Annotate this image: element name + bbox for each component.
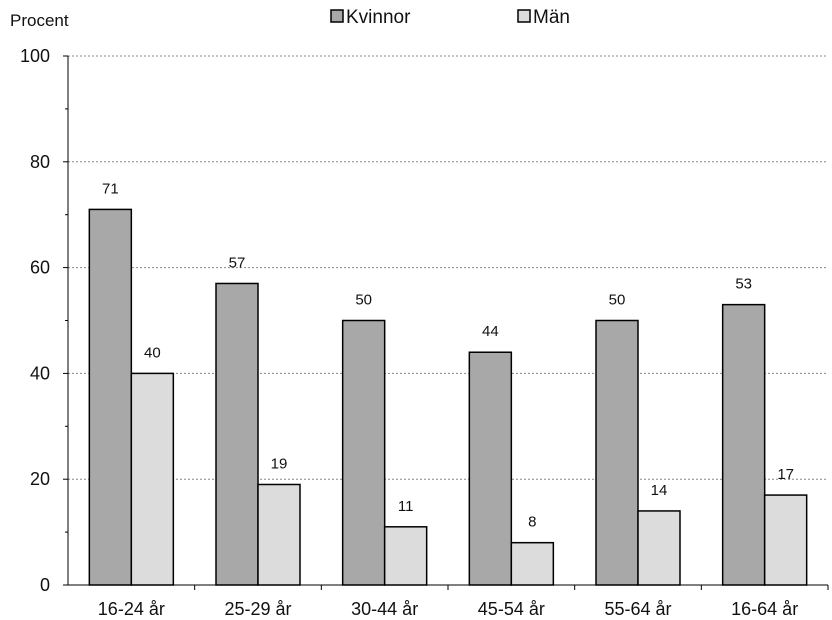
data-label-kvinnor-30-44-ar: 50 bbox=[355, 292, 372, 309]
legend: Kvinnor Män bbox=[330, 7, 570, 28]
data-label-kvinnor-16-24-ar: 71 bbox=[102, 180, 119, 197]
x-tick-label-45-54-ar: 45-54 år bbox=[478, 599, 545, 619]
data-label-man-45-54-ar: 8 bbox=[528, 514, 536, 531]
legend-label-man: Män bbox=[533, 7, 570, 28]
y-axis-label: Procent bbox=[10, 11, 69, 30]
y-tick-label-0: 0 bbox=[40, 575, 50, 595]
bar-kvinnor-45-54-ar bbox=[468, 351, 513, 586]
data-label-man-30-44-ar: 11 bbox=[398, 498, 414, 515]
gridlines bbox=[68, 55, 828, 480]
bar-man-16-24-ar bbox=[130, 372, 175, 586]
data-label-man-16-64-ar: 17 bbox=[777, 466, 794, 483]
data-label-man-55-64-ar: 14 bbox=[651, 482, 668, 499]
data-label-man-25-29-ar: 19 bbox=[271, 455, 288, 472]
bars bbox=[88, 208, 808, 586]
data-label-kvinnor-25-29-ar: 57 bbox=[229, 254, 246, 271]
x-tick-label-30-44-ar: 30-44 år bbox=[351, 599, 418, 619]
data-label-kvinnor-16-64-ar: 53 bbox=[735, 276, 752, 293]
y-axis-ticks: 0 20 40 60 80 100 bbox=[20, 46, 68, 595]
y-tick-label-60: 60 bbox=[30, 258, 50, 278]
y-tick-label-40: 40 bbox=[30, 363, 50, 383]
data-labels: 71 40 57 19 50 11 44 8 50 14 53 17 bbox=[102, 180, 794, 530]
y-tick-label-100: 100 bbox=[20, 46, 50, 66]
legend-swatch-man bbox=[517, 9, 531, 23]
legend-label-kvinnor: Kvinnor bbox=[346, 7, 411, 28]
y-tick-label-80: 80 bbox=[30, 152, 50, 172]
axes bbox=[67, 56, 828, 586]
bar-man-16-64-ar bbox=[763, 494, 808, 586]
x-tick-label-55-64-ar: 55-64 år bbox=[604, 599, 671, 619]
data-label-man-16-24-ar: 40 bbox=[144, 344, 161, 361]
bar-man-30-44-ar bbox=[383, 526, 428, 586]
bar-man-55-64-ar bbox=[637, 510, 681, 586]
x-axis-ticks: 16-24 år 25-29 år 30-44 år 45-54 år 55-64 år… bbox=[98, 585, 829, 619]
bar-kvinnor-25-29-ar bbox=[215, 282, 259, 586]
bar-kvinnor-16-64-ar bbox=[721, 303, 766, 586]
bar-kvinnor-30-44-ar bbox=[341, 319, 386, 586]
legend-swatch-kvinnor bbox=[330, 9, 344, 23]
y-tick-label-20: 20 bbox=[30, 469, 50, 489]
bar-kvinnor-55-64-ar bbox=[595, 319, 639, 586]
x-tick-label-16-24-ar: 16-24 år bbox=[98, 599, 165, 619]
x-tick-label-25-29-ar: 25-29 år bbox=[224, 599, 291, 619]
data-label-kvinnor-55-64-ar: 50 bbox=[609, 292, 626, 309]
x-tick-label-16-64-ar: 16-64 år bbox=[731, 599, 798, 619]
data-label-kvinnor-45-54-ar: 44 bbox=[482, 323, 499, 340]
bar-kvinnor-16-24-ar bbox=[88, 208, 133, 586]
bar-man-45-54-ar bbox=[510, 541, 555, 586]
bar-man-25-29-ar bbox=[257, 483, 301, 586]
